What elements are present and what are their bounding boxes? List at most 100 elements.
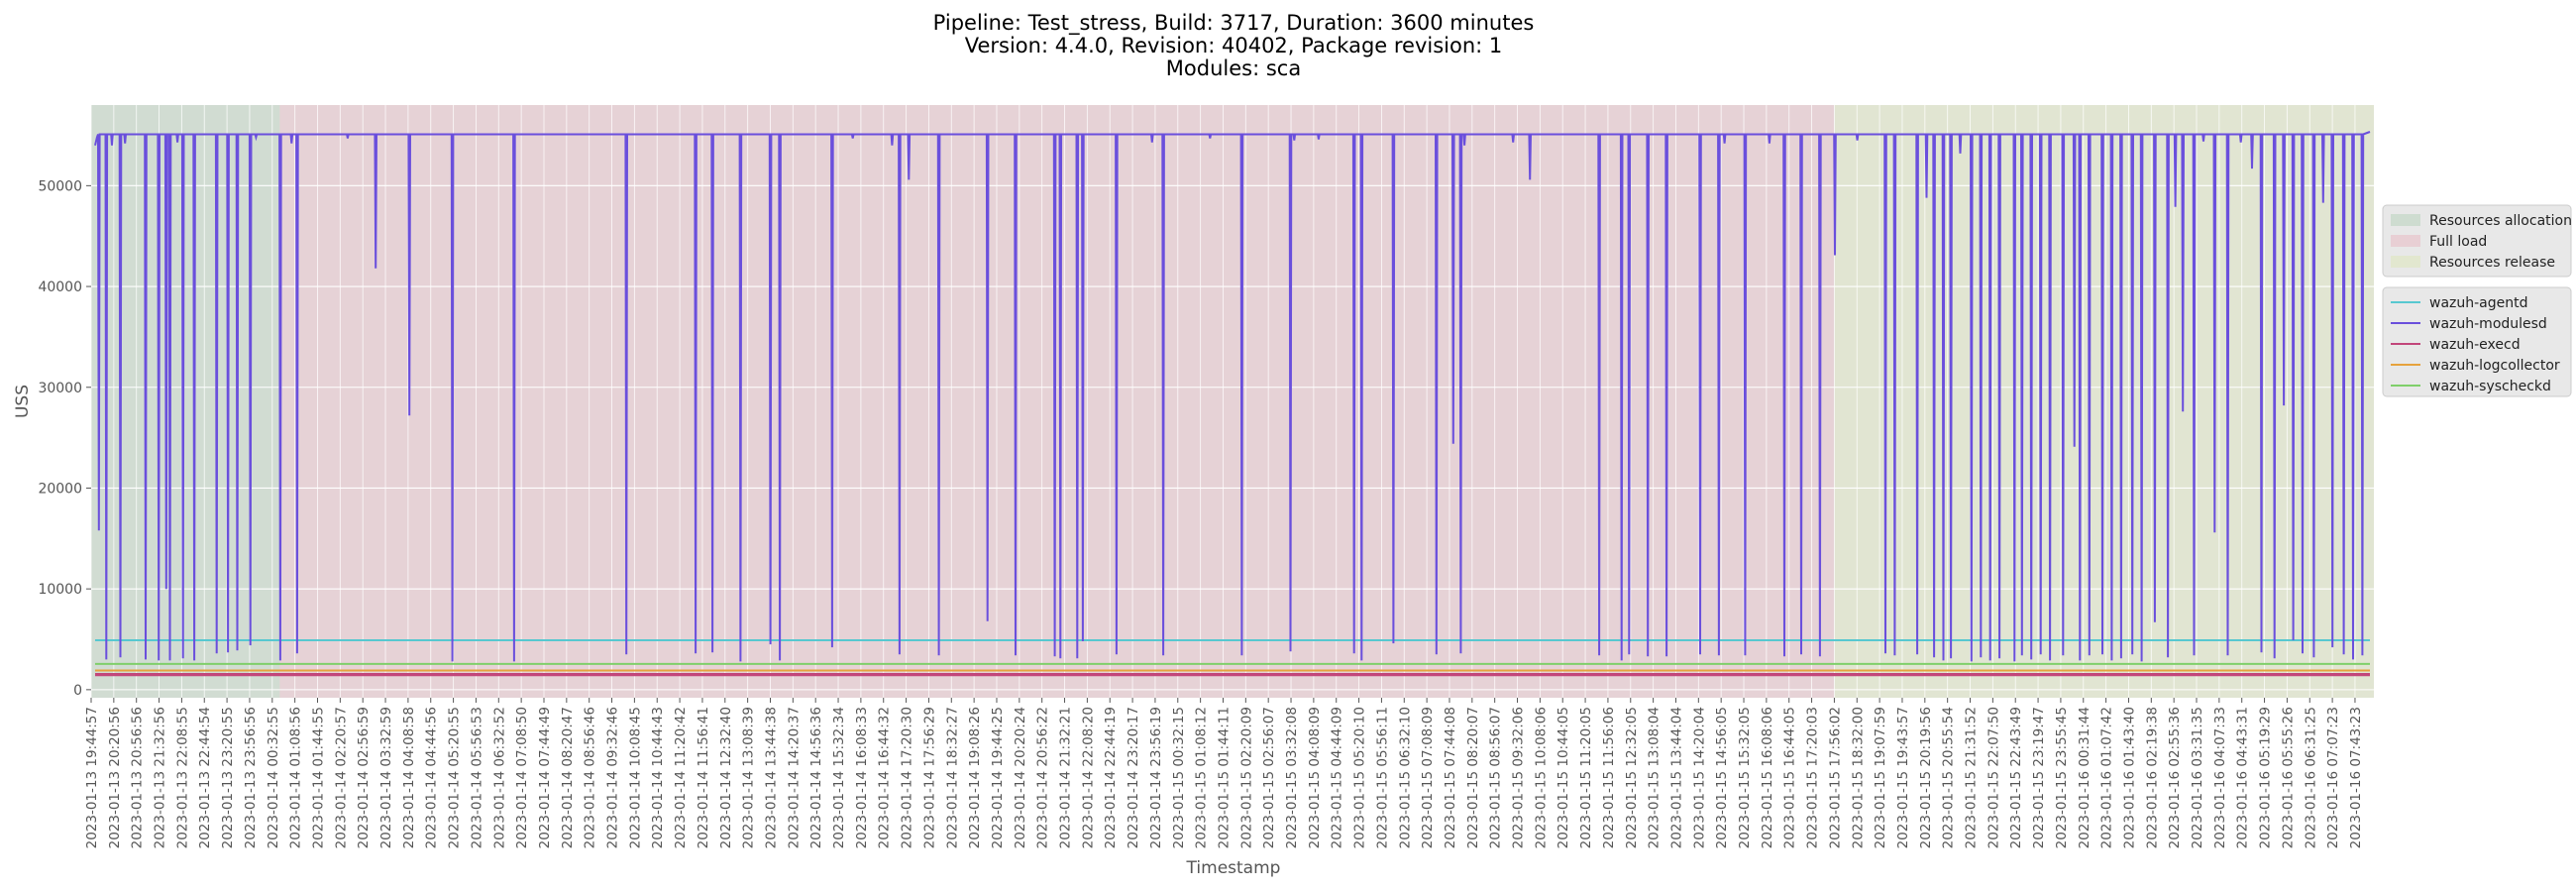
legend-phases: Resources allocation Full load Resources r… [2382, 204, 2572, 278]
x-tick-label-98: 2023-01-16 06:31:25 [2303, 707, 2318, 848]
x-tick-label-84: 2023-01-15 22:07:50 [1986, 707, 2001, 848]
x-tick-label-23: 2023-01-14 09:32:46 [605, 707, 621, 848]
x-tick-label-69: 2023-01-15 13:08:04 [1647, 707, 1663, 848]
x-tick-label-96: 2023-01-16 05:19:29 [2258, 707, 2274, 848]
phase-band-0 [91, 105, 280, 698]
x-tick-label-53: 2023-01-15 03:32:08 [1284, 707, 1300, 848]
x-tick-label-92: 2023-01-16 02:55:36 [2167, 707, 2183, 848]
x-tick-label-24: 2023-01-14 10:08:45 [627, 707, 643, 848]
x-tick-label-35: 2023-01-14 16:44:32 [877, 707, 893, 848]
x-tick-label-76: 2023-01-15 17:20:03 [1805, 707, 1821, 848]
y-tick-label-3: 30000 [38, 381, 82, 396]
plot-area [91, 105, 2374, 698]
x-tick-label-32: 2023-01-14 14:56:36 [808, 707, 824, 848]
x-tick-label-66: 2023-01-15 11:20:05 [1578, 707, 1594, 848]
legend-phase-swatch-0 [2391, 214, 2420, 226]
title-line-1: Pipeline: Test_stress, Build: 3717, Dura… [933, 11, 1535, 36]
x-tick-label-30: 2023-01-14 13:44:38 [763, 707, 779, 848]
x-tick-label-45: 2023-01-14 22:44:19 [1103, 707, 1119, 848]
x-tick-label-39: 2023-01-14 19:08:26 [967, 707, 983, 848]
y-tick-label-4: 40000 [38, 279, 82, 295]
x-tick-label-40: 2023-01-14 19:44:25 [990, 707, 1006, 848]
x-tick-label-21: 2023-01-14 08:20:47 [560, 707, 576, 848]
x-tick-label-42: 2023-01-14 20:56:22 [1035, 707, 1051, 848]
x-tick-label-49: 2023-01-15 01:08:12 [1194, 707, 1210, 848]
x-tick-label-95: 2023-01-16 04:43:31 [2235, 707, 2251, 848]
x-tick-label-83: 2023-01-15 21:31:52 [1964, 707, 1980, 848]
plot-background [91, 105, 2374, 698]
x-tick-label-44: 2023-01-14 22:08:20 [1080, 707, 1096, 848]
x-tick-label-34: 2023-01-14 16:08:33 [854, 707, 870, 848]
x-tick-label-67: 2023-01-15 11:56:06 [1601, 707, 1617, 848]
y-tick-label-0: 0 [73, 683, 82, 699]
legend-series: wazuh-agentd wazuh-modulesd wazuh-execd waz… [2382, 286, 2572, 397]
series-line-wazuh-modulesd [94, 131, 2371, 662]
x-tick-label-58: 2023-01-15 06:32:10 [1397, 707, 1413, 848]
legend-phase-swatch-2 [2391, 256, 2420, 268]
x-tick-label-57: 2023-01-15 05:56:11 [1374, 707, 1390, 848]
x-tick-label-65: 2023-01-15 10:44:05 [1556, 707, 1571, 848]
x-tick-label-51: 2023-01-15 02:20:09 [1238, 707, 1254, 848]
x-tick-label-38: 2023-01-14 18:32:27 [944, 707, 960, 848]
x-tick-label-11: 2023-01-14 02:20:57 [333, 707, 349, 848]
x-tick-label-25: 2023-01-14 10:44:43 [650, 707, 666, 848]
x-tick-label-29: 2023-01-14 13:08:39 [741, 707, 757, 848]
legend-series-label-1: wazuh-modulesd [2429, 316, 2547, 332]
x-tick-label-88: 2023-01-16 00:31:44 [2077, 707, 2093, 848]
legend-series-label-4: wazuh-syscheckd [2429, 379, 2551, 394]
x-tick-label-7: 2023-01-13 23:56:56 [243, 707, 259, 848]
x-tick-label-13: 2023-01-14 03:32:59 [378, 707, 394, 848]
x-tick-label-61: 2023-01-15 08:20:07 [1465, 707, 1481, 848]
x-tick-label-33: 2023-01-14 15:32:34 [831, 707, 847, 848]
x-tick-label-46: 2023-01-14 23:20:17 [1126, 707, 1141, 848]
x-tick-label-31: 2023-01-14 14:20:37 [786, 707, 802, 848]
x-tick-label-4: 2023-01-13 22:08:55 [174, 707, 190, 848]
legend-phase-label-1: Full load [2429, 234, 2487, 250]
x-tick-label-59: 2023-01-15 07:08:09 [1420, 707, 1436, 848]
x-tick-label-28: 2023-01-14 12:32:40 [718, 707, 734, 848]
x-tick-label-36: 2023-01-14 17:20:30 [900, 707, 915, 848]
x-tick-label-81: 2023-01-15 20:19:56 [1918, 707, 1934, 848]
x-tick-label-47: 2023-01-14 23:56:19 [1148, 707, 1164, 848]
x-tick-label-0: 2023-01-13 19:44:57 [84, 707, 100, 848]
x-tick-label-74: 2023-01-15 16:08:06 [1760, 707, 1775, 848]
x-tick-label-14: 2023-01-14 04:08:58 [401, 707, 417, 848]
x-tick-label-64: 2023-01-15 10:08:06 [1533, 707, 1549, 848]
x-tick-label-90: 2023-01-16 01:43:40 [2121, 707, 2137, 848]
x-tick-label-6: 2023-01-13 23:20:55 [220, 707, 236, 848]
x-tick-label-68: 2023-01-15 12:32:05 [1624, 707, 1640, 848]
x-tick-label-43: 2023-01-14 21:32:21 [1058, 707, 1074, 848]
legend-phase-swatch-1 [2391, 235, 2420, 247]
x-tick-label-54: 2023-01-15 04:08:09 [1307, 707, 1323, 848]
x-tick-label-16: 2023-01-14 05:20:55 [447, 707, 463, 848]
x-tick-label-87: 2023-01-15 23:55:45 [2054, 707, 2070, 848]
y-tick-label-2: 20000 [38, 481, 82, 497]
x-tick-label-48: 2023-01-15 00:32:15 [1171, 707, 1187, 848]
x-tick-label-56: 2023-01-15 05:20:10 [1352, 707, 1368, 848]
phase-band-1 [279, 105, 1835, 698]
x-tick-label-77: 2023-01-15 17:56:02 [1827, 707, 1843, 848]
x-tick-label-18: 2023-01-14 06:32:52 [491, 707, 507, 848]
x-tick-label-89: 2023-01-16 01:07:42 [2099, 707, 2115, 848]
legend-phase-label-0: Resources allocation [2429, 213, 2572, 229]
chart-title: Pipeline: Test_stress, Build: 3717, Dura… [933, 11, 1535, 80]
x-tick-label-27: 2023-01-14 11:56:41 [696, 707, 711, 848]
x-tick-label-10: 2023-01-14 01:44:55 [310, 707, 326, 848]
title-line-3: Modules: sca [1166, 56, 1301, 80]
x-tick-label-2: 2023-01-13 20:56:56 [130, 707, 146, 848]
series-lines [94, 131, 2371, 677]
x-tick-label-17: 2023-01-14 05:56:53 [469, 707, 484, 848]
legend-phases-box [2382, 204, 2572, 278]
legend-series-label-3: wazuh-logcollector [2429, 358, 2560, 374]
x-tick-label-1: 2023-01-13 20:20:56 [107, 707, 123, 848]
x-tick-label-19: 2023-01-14 07:08:50 [514, 707, 530, 848]
x-tick-label-70: 2023-01-15 13:44:04 [1668, 707, 1684, 848]
x-tick-label-62: 2023-01-15 08:56:07 [1488, 707, 1504, 848]
x-tick-label-93: 2023-01-16 03:31:35 [2190, 707, 2205, 848]
legend-series-label-2: wazuh-execd [2429, 337, 2521, 353]
x-tick-label-20: 2023-01-14 07:44:49 [537, 707, 553, 848]
x-tick-label-63: 2023-01-15 09:32:06 [1511, 707, 1527, 848]
y-axis: 0 10000 20000 30000 40000 50000 [38, 178, 91, 699]
x-tick-label-97: 2023-01-16 05:55:26 [2280, 707, 2296, 848]
x-tick-label-22: 2023-01-14 08:56:46 [583, 707, 598, 848]
